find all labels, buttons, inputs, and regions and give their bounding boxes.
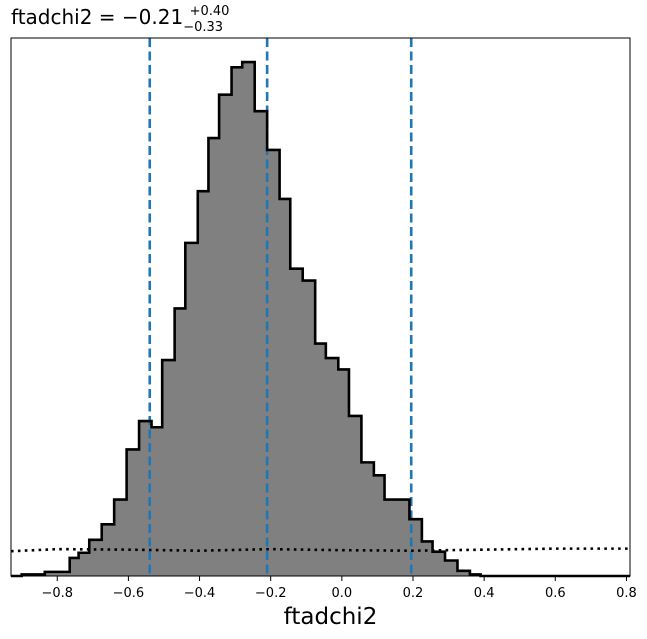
- chart-title: ftadchi2 = −0.21 +0.40 −0.33: [11, 0, 236, 35]
- x-tick-label: 0.8: [616, 586, 637, 601]
- x-tick-label: −0.8: [41, 586, 73, 601]
- x-tick-label: 0.2: [403, 586, 424, 601]
- x-tick-label: −0.6: [113, 586, 145, 601]
- x-axis-ticks: −0.8 −0.6 −0.4 −0.2 0.0 0.2 0.4 0.6 0.8: [41, 576, 637, 601]
- title-lower-error: −0.33: [183, 20, 223, 35]
- plot-area: [10, 38, 630, 578]
- x-tick-label: 0.0: [332, 586, 353, 601]
- x-tick-label: 0.4: [474, 586, 495, 601]
- title-upper-error: +0.40: [190, 4, 230, 19]
- x-tick-label: 0.6: [545, 586, 566, 601]
- x-tick-label: −0.4: [184, 586, 216, 601]
- title-value: ftadchi2 = −0.21: [11, 5, 183, 29]
- histogram-step-outline: [11, 60, 630, 578]
- x-tick-label: −0.2: [255, 586, 287, 601]
- axes-frame: [10, 37, 631, 577]
- histogram-bars-fill: [11, 62, 630, 576]
- x-axis-label: ftadchi2: [284, 604, 378, 630]
